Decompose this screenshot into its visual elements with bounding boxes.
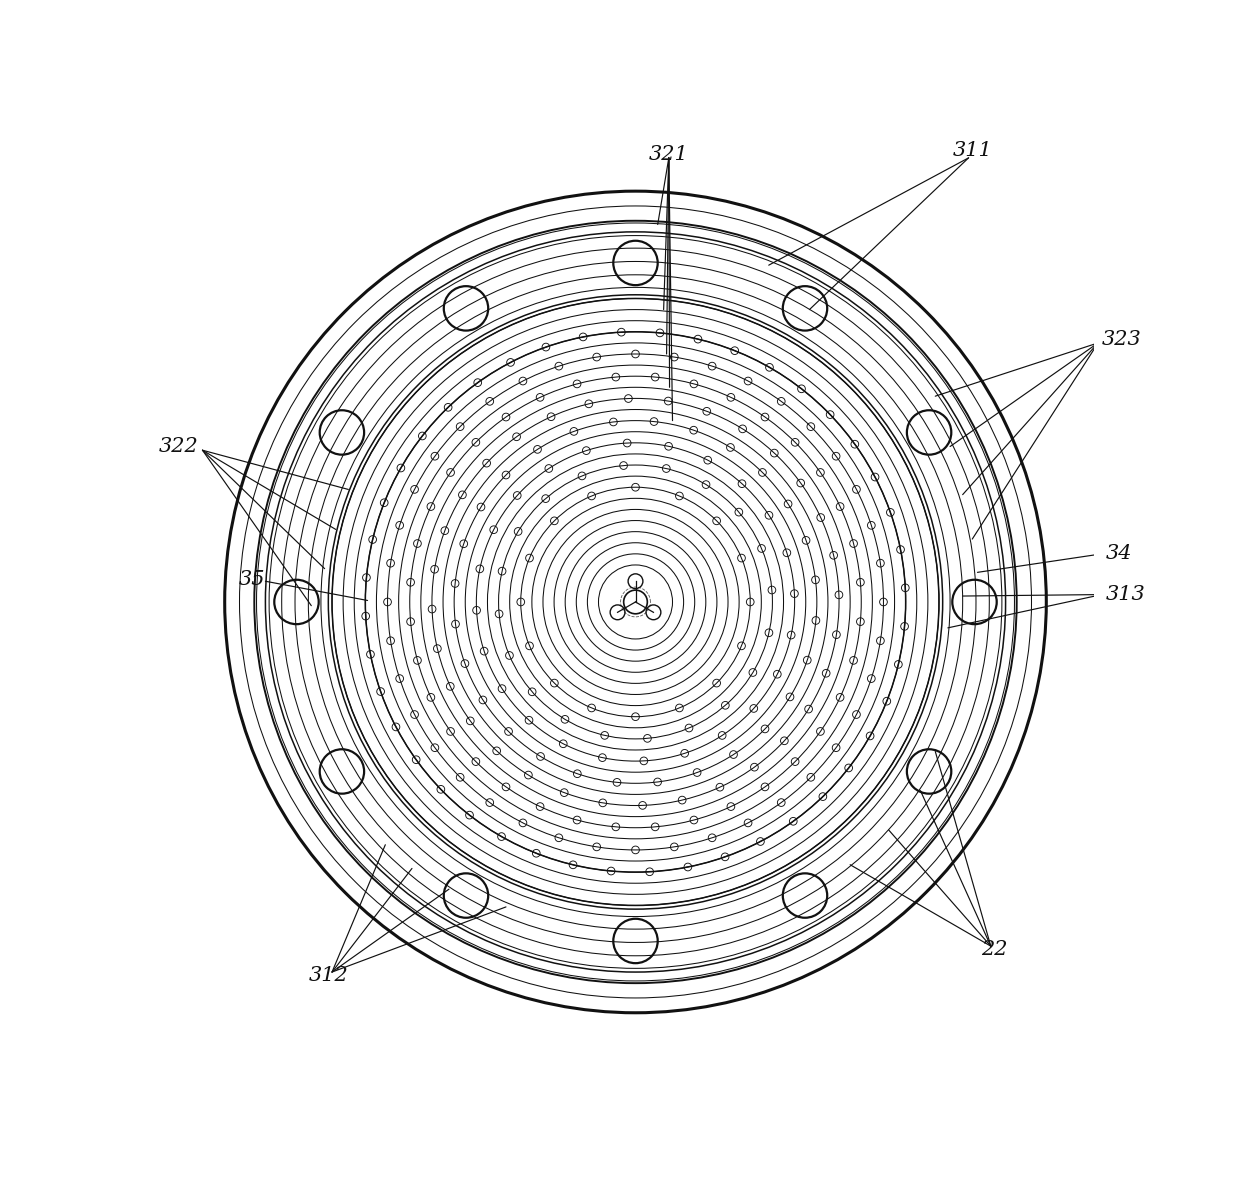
Text: 312: 312 (309, 967, 348, 986)
Text: 313: 313 (1106, 585, 1146, 604)
Text: 322: 322 (159, 437, 198, 457)
Text: 311: 311 (952, 141, 992, 160)
Text: 321: 321 (649, 144, 688, 163)
Text: 22: 22 (981, 940, 1008, 960)
Text: 35: 35 (239, 570, 265, 589)
Text: 323: 323 (1102, 330, 1142, 349)
Text: 34: 34 (1106, 545, 1132, 564)
